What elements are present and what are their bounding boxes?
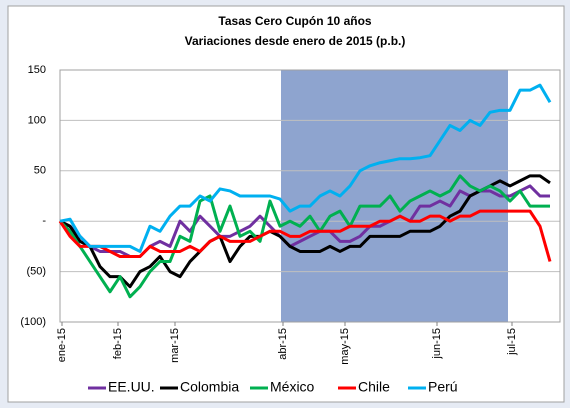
y-tick-label: -	[42, 215, 46, 227]
x-tick-label: may-15	[339, 328, 351, 365]
plot-frame	[59, 69, 561, 323]
series-line	[58, 209, 552, 262]
legend-label: Perú	[428, 379, 458, 395]
series-line	[59, 83, 552, 253]
legend-label: Colombia	[180, 379, 239, 395]
y-tick-label: (100)	[20, 316, 46, 328]
x-tick-label: feb-15	[112, 328, 124, 359]
y-tick-label: (50)	[26, 266, 46, 278]
legend-label: Chile	[358, 379, 390, 395]
series-line	[59, 174, 551, 289]
x-tick-label: abr-15	[277, 328, 289, 360]
x-tick-label: jun-15	[431, 328, 443, 360]
highlight-band	[281, 70, 508, 322]
y-tick-label: 150	[28, 64, 46, 76]
y-tick-label: 50	[34, 165, 46, 177]
legend-label: EE.UU.	[108, 379, 155, 395]
x-tick-label: ene-15	[56, 328, 68, 362]
chart-subtitle: Variaciones desde enero de 2015 (p.b.)	[185, 34, 406, 48]
x-tick-label: jul-15	[506, 328, 518, 356]
series-line	[58, 174, 550, 299]
legend-label: México	[270, 379, 315, 395]
x-tick-label: mar-15	[169, 328, 181, 363]
chart-title: Tasas Cero Cupón 10 años	[218, 14, 371, 28]
y-tick-label: 100	[28, 114, 46, 126]
